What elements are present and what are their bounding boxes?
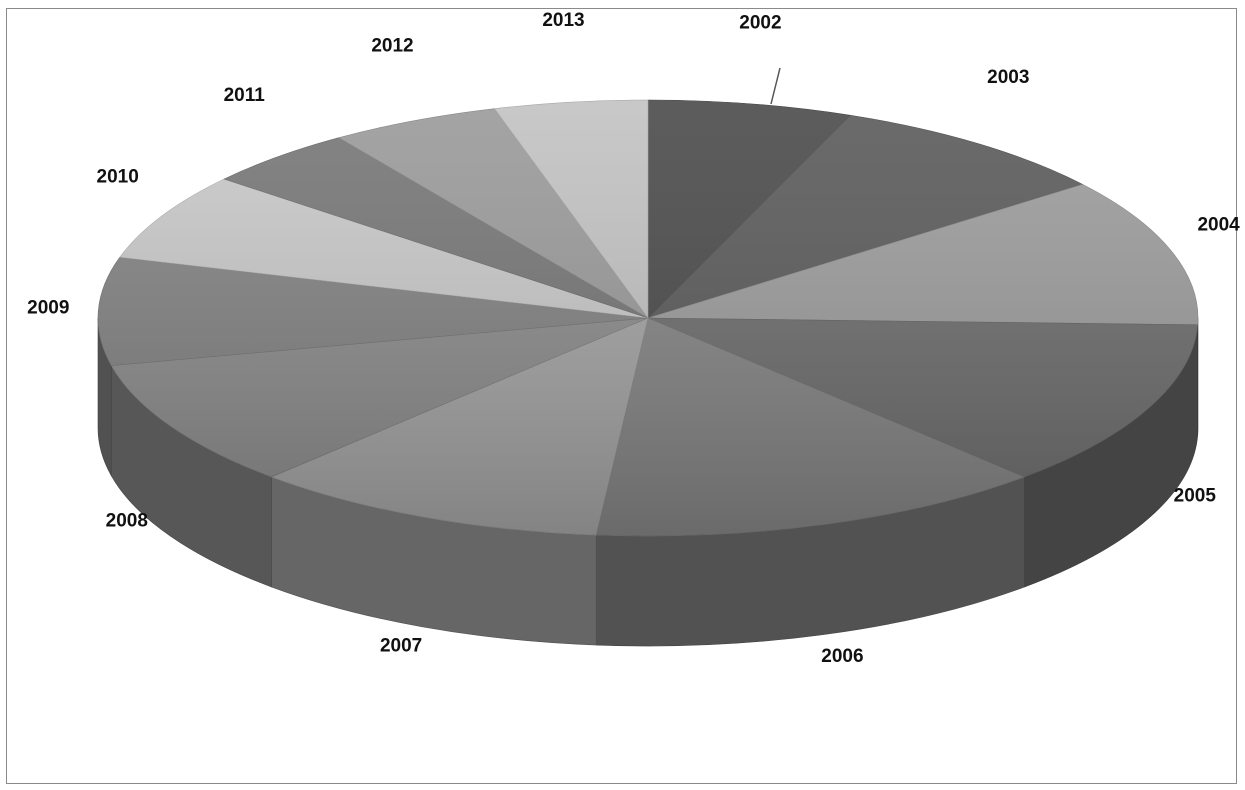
slice-label-2003: 2003 bbox=[987, 67, 1029, 88]
slice-label-2008: 2008 bbox=[106, 511, 148, 532]
slice-label-2013: 2013 bbox=[542, 10, 584, 31]
pie-labels: 2002 2003 2004 2005 2006 2007 2008 2009 2010 2011… bbox=[27, 10, 1240, 667]
slice-label-2002: 2002 bbox=[739, 12, 781, 33]
slice-label-2009: 2009 bbox=[27, 298, 69, 319]
pie-top bbox=[97, 99, 1199, 537]
slice-label-2012: 2012 bbox=[371, 36, 413, 57]
slice-label-2006: 2006 bbox=[821, 646, 863, 667]
slice-label-2007: 2007 bbox=[380, 635, 422, 656]
slice-label-2011: 2011 bbox=[224, 85, 266, 106]
slice-label-2004: 2004 bbox=[1197, 214, 1240, 235]
slice-label-2010: 2010 bbox=[97, 167, 139, 188]
leader-line-2002 bbox=[770, 67, 781, 105]
slice-label-2005: 2005 bbox=[1174, 486, 1217, 507]
